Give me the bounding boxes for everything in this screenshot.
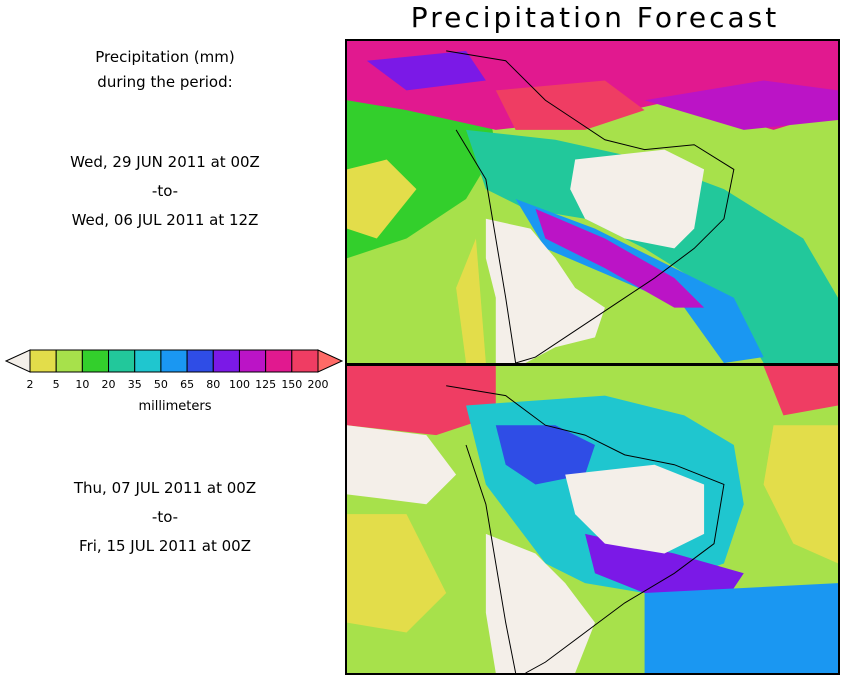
colorbar-segment [108, 349, 136, 373]
colorbar-unit-label: millimeters [138, 399, 212, 414]
header-description: Precipitation (mm) during the period: [0, 45, 330, 95]
period-1-start: Wed, 29 JUN 2011 at 00Z [70, 153, 260, 171]
period-2-start: Thu, 07 JUL 2011 at 00Z [73, 479, 257, 497]
period-1-separator: -to- [151, 182, 179, 200]
forecast-map-period-1 [345, 39, 840, 365]
colorbar-tick-label: 150 [281, 378, 303, 391]
colorbar-right-arrow [317, 349, 344, 373]
colorbar-segment [55, 349, 83, 373]
colorbar-tick-label: 65 [180, 378, 195, 391]
colorbar-segment [29, 349, 57, 373]
colorbar-segment [160, 349, 188, 373]
colorbar [4, 349, 344, 373]
period-1-text: Wed, 29 JUN 2011 at 00Z -to- Wed, 06 JUL… [0, 148, 330, 235]
colorbar-tick-label: 35 [127, 378, 142, 391]
colorbar-tick-label: 10 [75, 378, 90, 391]
colorbar-left-arrow [4, 349, 31, 373]
colorbar-tick-label: 5 [52, 378, 60, 391]
period-2-separator: -to- [151, 508, 179, 526]
page-title: Precipitation Forecast [410, 1, 780, 34]
colorbar-tick-label: 50 [153, 378, 168, 391]
colorbar-segment [291, 349, 319, 373]
colorbar-segment [81, 349, 110, 373]
colorbar-tick-label: 100 [228, 378, 250, 391]
colorbar-tick-label: 125 [255, 378, 277, 391]
header-line-2: during the period: [97, 73, 233, 91]
period-1-end: Wed, 06 JUL 2011 at 12Z [71, 211, 259, 229]
colorbar-tick-label: 80 [206, 378, 221, 391]
colorbar-segment [134, 349, 162, 373]
colorbar-tick-label: 20 [101, 378, 116, 391]
colorbar-segment [186, 349, 214, 373]
colorbar-segment [238, 349, 267, 373]
period-2-text: Thu, 07 JUL 2011 at 00Z -to- Fri, 15 JUL… [0, 474, 330, 561]
header-line-1: Precipitation (mm) [95, 48, 235, 66]
period-2-end: Fri, 15 JUL 2011 at 00Z [79, 537, 251, 555]
colorbar-tick-label: 2 [26, 378, 34, 391]
forecast-map-period-2 [345, 364, 840, 675]
colorbar-tick-label: 200 [307, 378, 329, 391]
colorbar-segment [212, 349, 240, 373]
colorbar-segment [265, 349, 293, 373]
